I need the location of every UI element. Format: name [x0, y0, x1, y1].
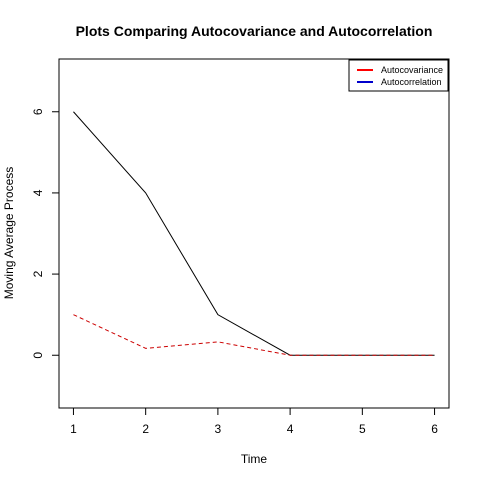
legend: Autocovariance Autocorrelation — [348, 59, 449, 92]
series-line-autocovariance — [73, 111, 435, 356]
x-tick-label: 3 — [215, 422, 222, 436]
legend-label: Autocovariance — [381, 65, 443, 75]
y-tick-label: 0 — [31, 352, 45, 359]
x-tick-label: 5 — [359, 422, 366, 436]
y-tick-label: 6 — [31, 108, 45, 115]
x-axis: 1 2 3 4 5 6 — [70, 407, 438, 436]
legend-box — [348, 59, 449, 92]
x-tick-label: 4 — [287, 422, 294, 436]
series-line-autocorrelation — [73, 314, 435, 356]
y-tick-label: 2 — [31, 270, 45, 277]
x-tick-label: 1 — [70, 422, 77, 436]
x-axis-label: Time — [241, 452, 268, 466]
series-group — [73, 111, 435, 356]
x-tick-label: 2 — [142, 422, 149, 436]
y-axis-label: Moving Average Process — [2, 167, 16, 300]
chart-title: Plots Comparing Autocovariance and Autoc… — [76, 23, 433, 39]
y-tick-label: 4 — [31, 189, 45, 196]
legend-label: Autocorrelation — [381, 77, 442, 87]
x-tick-label: 6 — [431, 422, 438, 436]
y-axis: 0 2 4 6 — [31, 108, 60, 359]
